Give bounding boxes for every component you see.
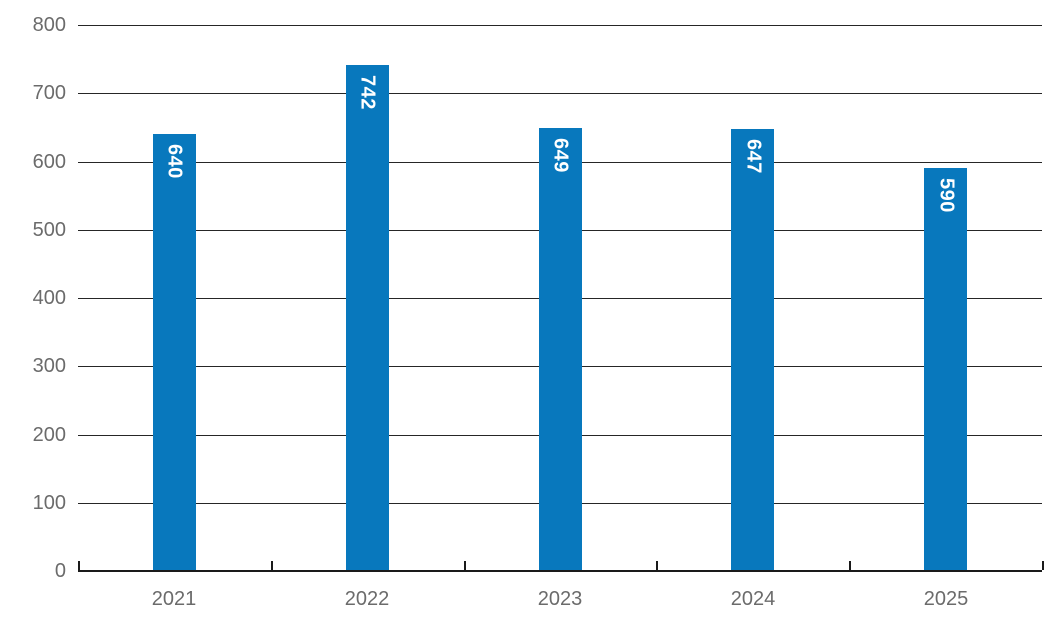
bar	[539, 128, 582, 571]
y-axis-tick-label: 700	[32, 82, 66, 104]
x-axis-tick-label: 2025	[923, 588, 969, 610]
y-axis-tick-label: 200	[32, 424, 66, 446]
x-axis-tick-mark	[656, 561, 658, 570]
x-axis-tick-mark	[849, 561, 851, 570]
bar-value-label: 647	[742, 139, 765, 174]
y-axis-tick-label: 0	[54, 560, 66, 582]
bar-value-label: 590	[935, 178, 958, 213]
x-axis-tick-label: 2024	[730, 588, 776, 610]
y-axis-tick-label: 400	[32, 287, 66, 309]
bar-value-label: 640	[163, 144, 186, 179]
bar	[153, 134, 196, 571]
x-axis-tick-mark	[271, 561, 273, 570]
bar	[924, 168, 967, 571]
y-axis-tick-label: 300	[32, 355, 66, 377]
bar	[346, 65, 389, 571]
x-axis-tick-label: 2022	[344, 588, 390, 610]
x-axis-tick-mark	[464, 561, 466, 570]
x-axis-tick-label: 2023	[537, 588, 583, 610]
bar-value-label: 649	[549, 138, 572, 173]
y-gridline	[78, 25, 1042, 26]
y-axis-tick-label: 600	[32, 151, 66, 173]
bar-value-label: 742	[356, 75, 379, 110]
y-axis-tick-label: 800	[32, 14, 66, 36]
y-gridline	[78, 93, 1042, 94]
y-axis-tick-label: 500	[32, 219, 66, 241]
x-axis-tick-label: 2021	[151, 588, 197, 610]
y-axis-tick-label: 100	[32, 492, 66, 514]
x-axis-tick-mark	[78, 561, 80, 570]
bar	[731, 129, 774, 571]
x-axis-line	[78, 570, 1042, 572]
x-axis-tick-mark	[1042, 561, 1044, 570]
